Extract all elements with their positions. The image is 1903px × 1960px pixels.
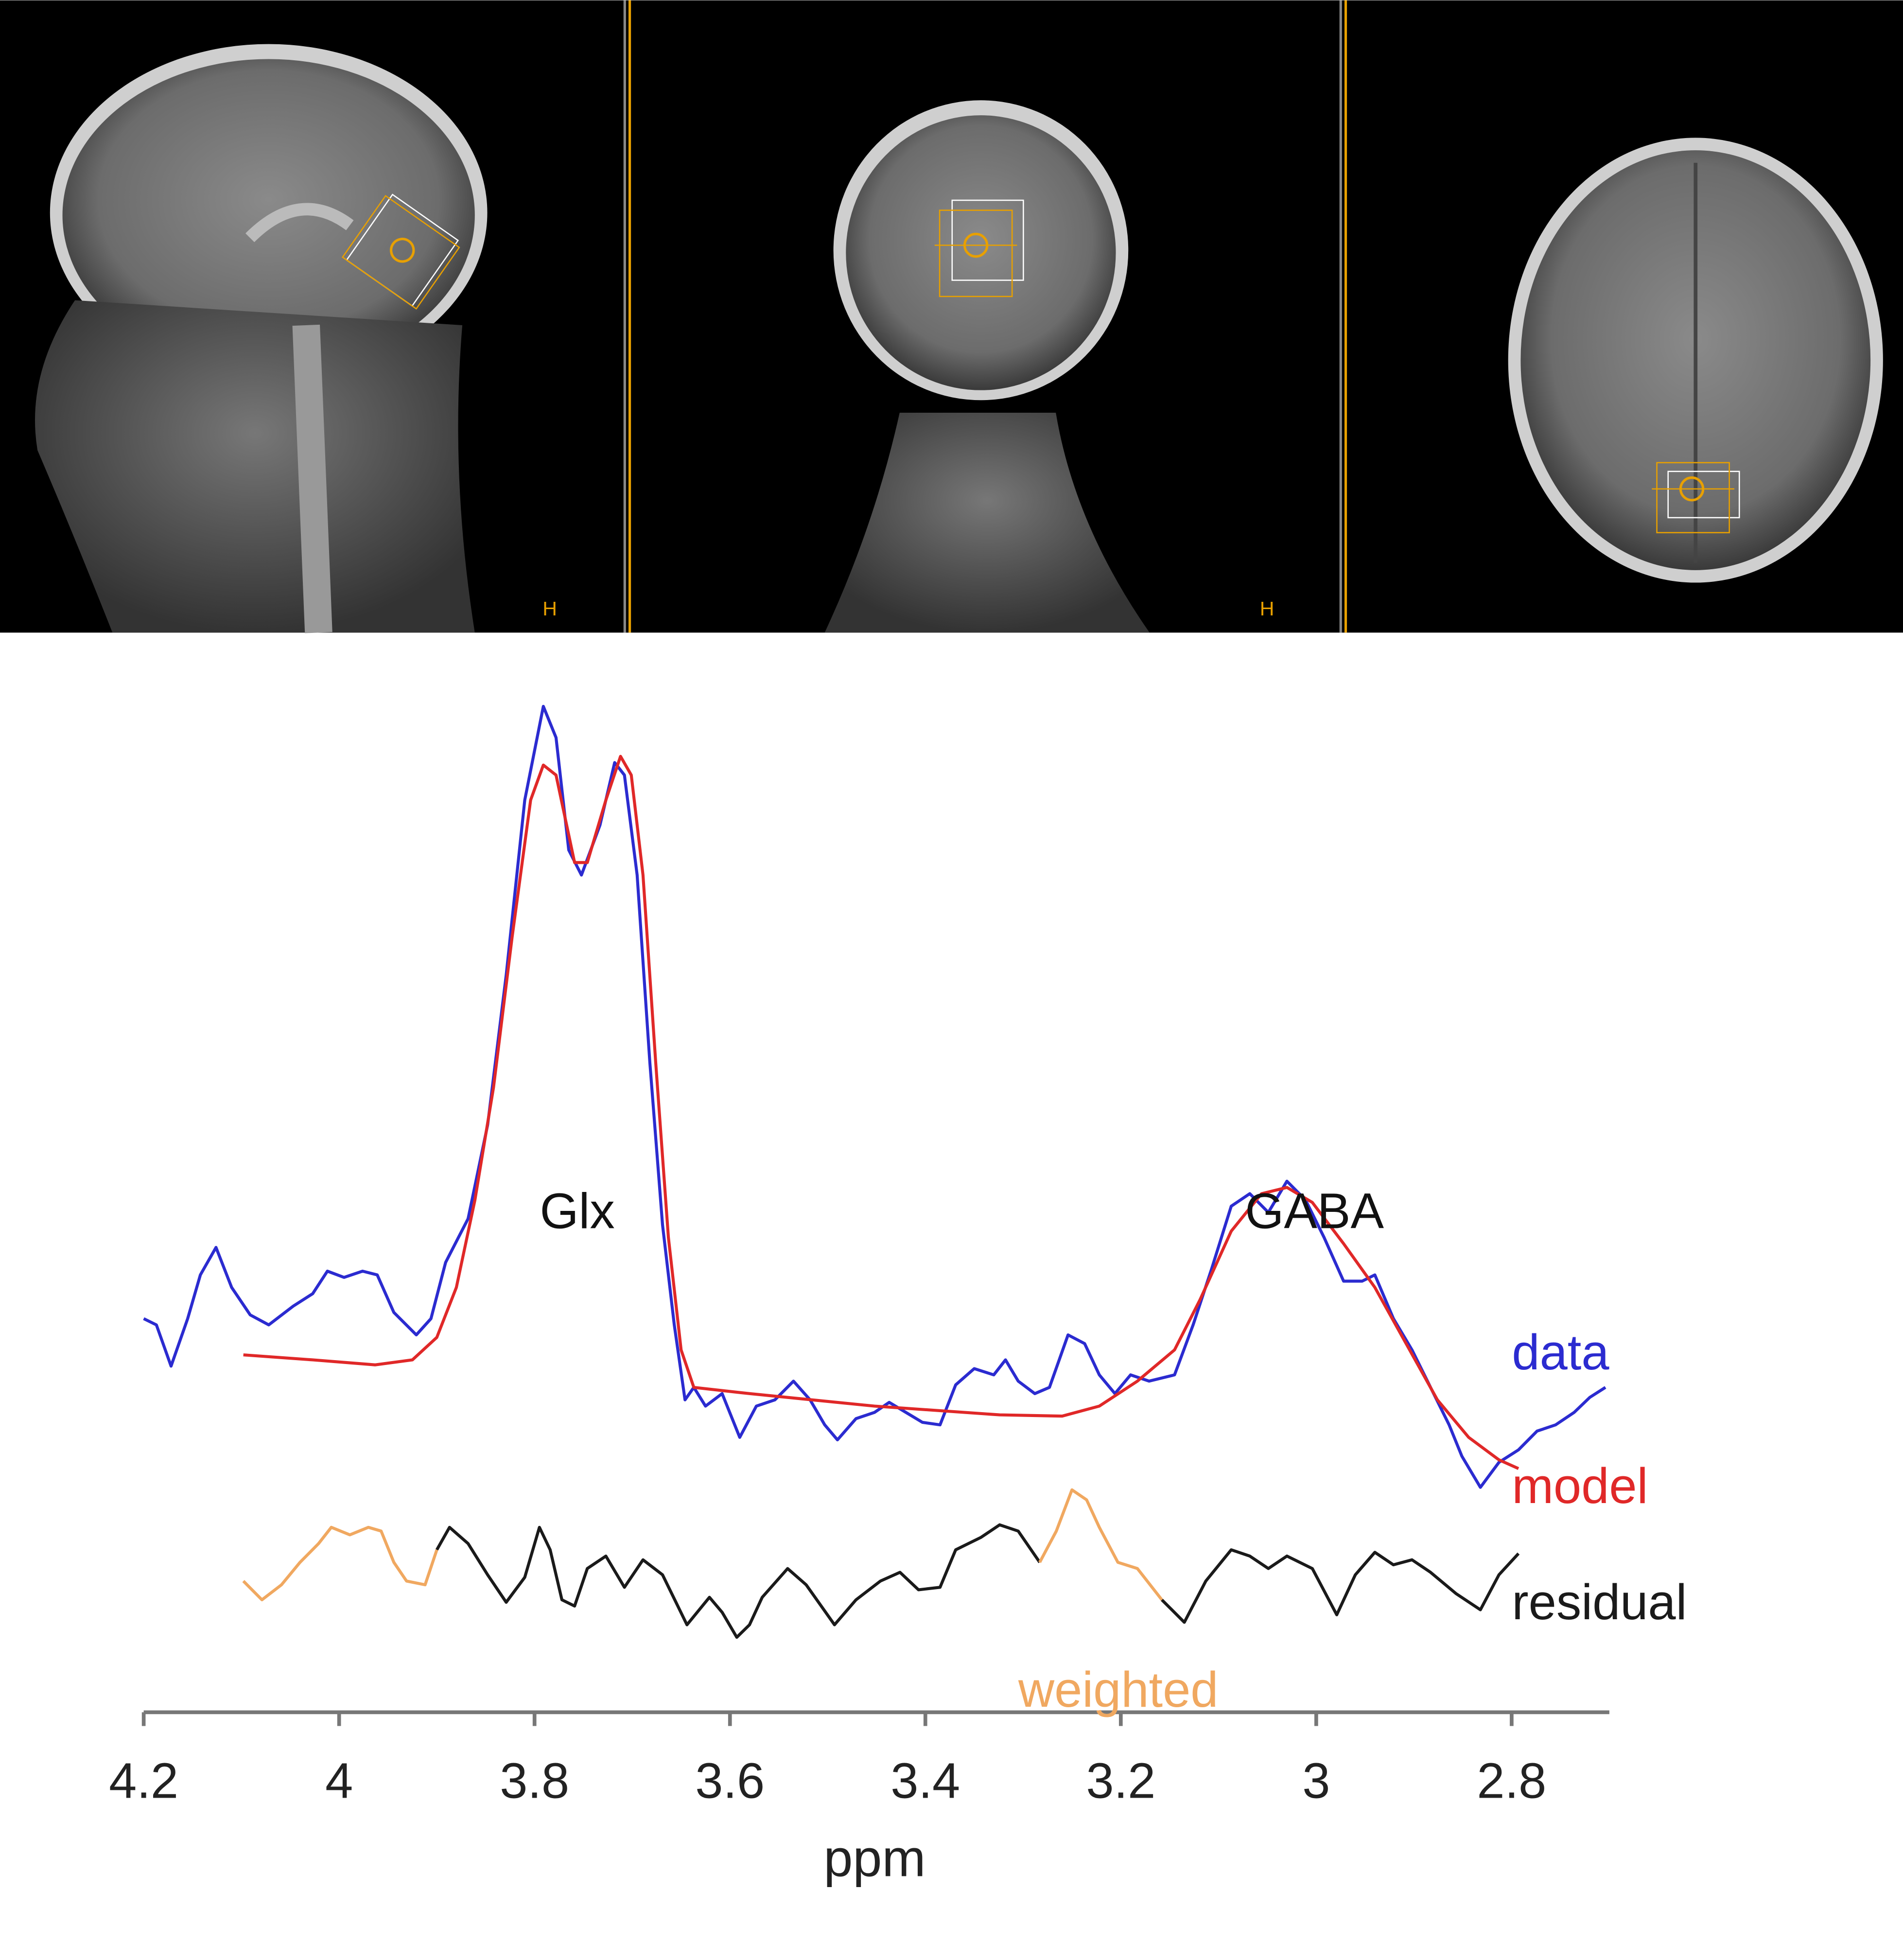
x-axis-label: ppm bbox=[823, 1828, 925, 1887]
x-tick-label: 3.6 bbox=[695, 1753, 765, 1809]
series-label: residual bbox=[1512, 1574, 1687, 1630]
x-tick-label: 3 bbox=[1302, 1753, 1330, 1809]
x-tick-label: 2.8 bbox=[1477, 1753, 1546, 1809]
series-line bbox=[435, 1523, 1520, 1639]
x-tick-label: 3.8 bbox=[500, 1753, 569, 1809]
axial-view bbox=[1508, 138, 1883, 583]
coronal-view bbox=[824, 100, 1150, 633]
series-line bbox=[242, 1488, 1163, 1602]
annotation: weighted bbox=[1018, 1662, 1219, 1717]
brain bbox=[846, 115, 1116, 390]
face-neck bbox=[35, 300, 475, 633]
mri-panels: H H bbox=[0, 0, 1903, 633]
x-tick-label: 3.4 bbox=[890, 1753, 960, 1809]
x-tick-label: 4 bbox=[325, 1753, 353, 1809]
series-label: model bbox=[1512, 1458, 1648, 1514]
voxel bbox=[341, 193, 460, 310]
x-tick-label: 3.2 bbox=[1086, 1753, 1155, 1809]
annotation: GABA bbox=[1245, 1183, 1384, 1239]
corpus-callosum bbox=[245, 203, 354, 243]
orientation-label: H bbox=[1260, 597, 1274, 620]
series-line bbox=[143, 704, 1606, 1489]
annotation: Glx bbox=[540, 1183, 615, 1239]
series-line bbox=[243, 754, 1519, 1470]
x-tick-label: 4.2 bbox=[109, 1753, 178, 1809]
voxel bbox=[1652, 462, 1740, 534]
voxel bbox=[934, 199, 1024, 298]
spectrum-plot: ppm 4.2 4 3.8 3.6 3.4 3.2 3 2.8 data model residua… bbox=[109, 704, 1687, 1887]
orientation-label: H bbox=[542, 597, 557, 620]
neck bbox=[824, 412, 1150, 633]
sagittal-view bbox=[35, 44, 488, 633]
spinal-cord bbox=[292, 324, 332, 633]
series-label: data bbox=[1512, 1324, 1609, 1380]
